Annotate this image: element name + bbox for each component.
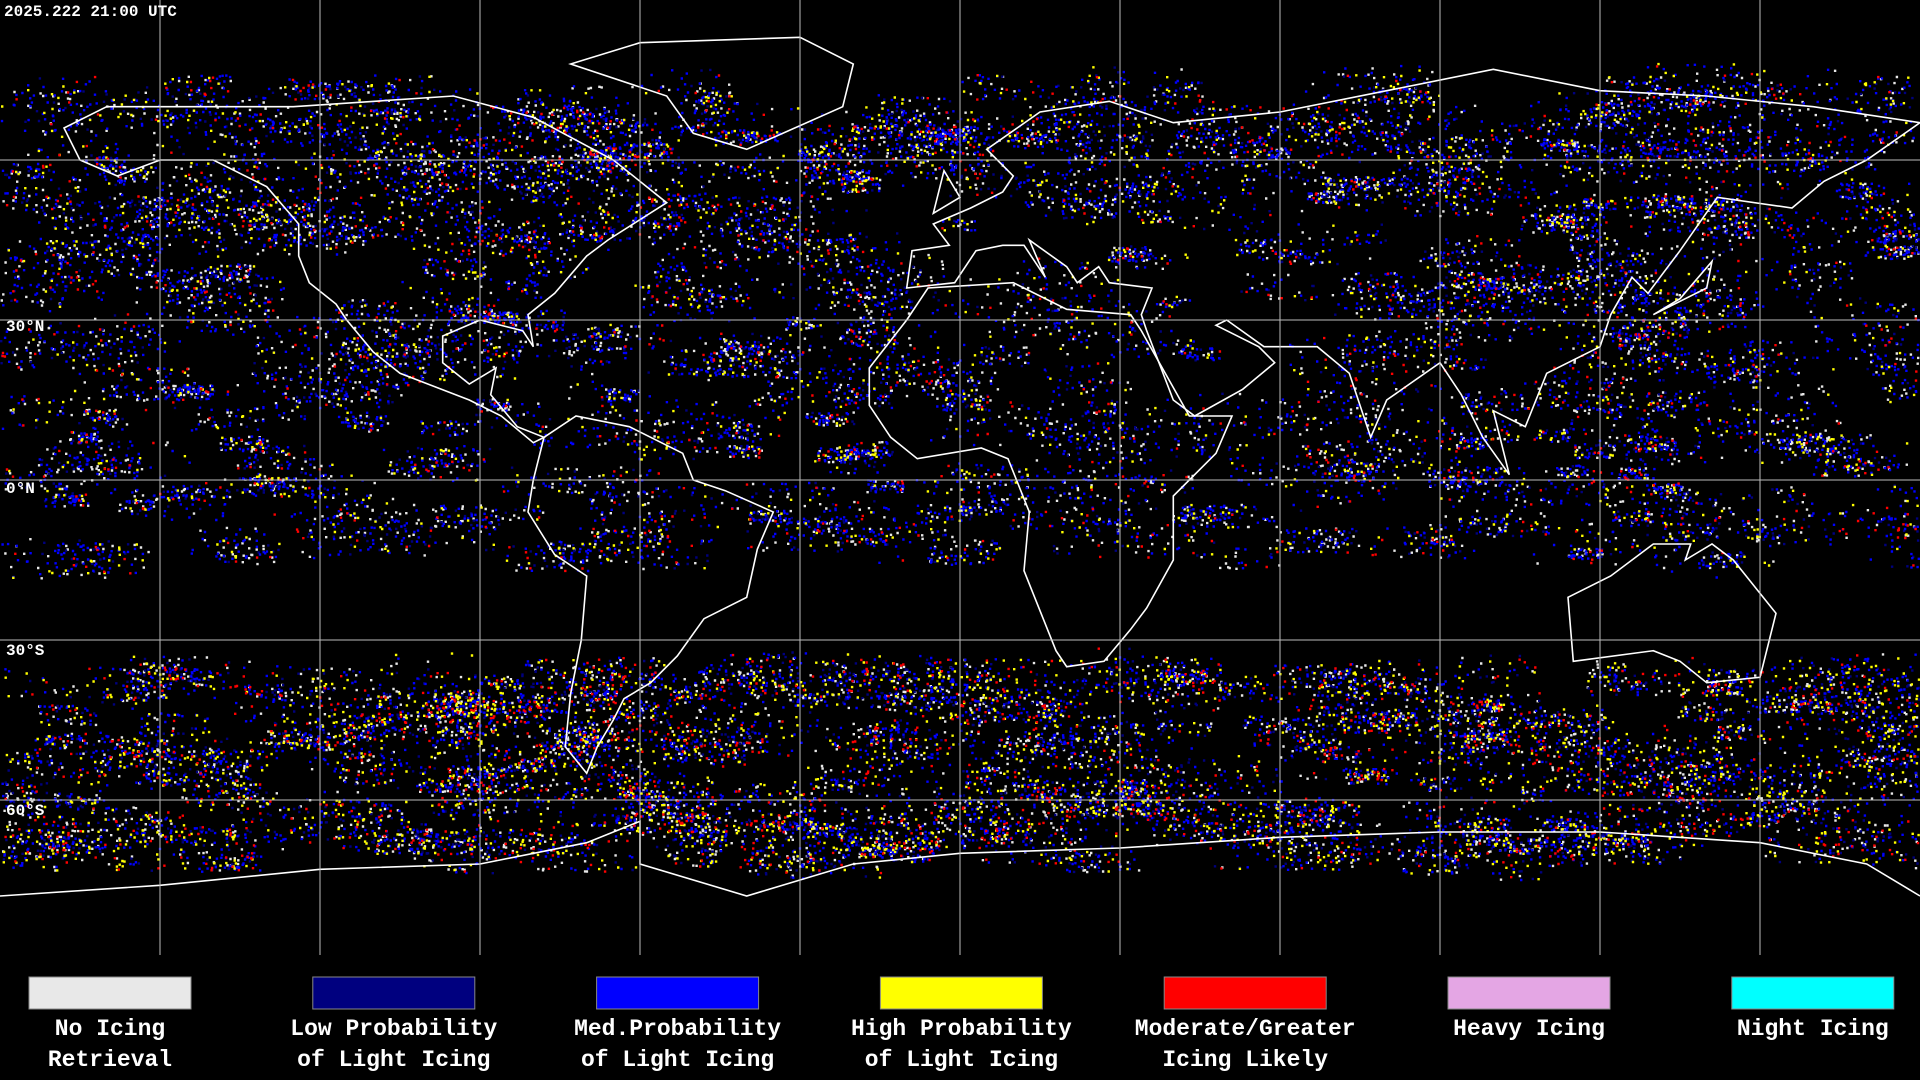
legend-label: of Light Icing <box>865 1047 1058 1073</box>
coastline <box>527 415 775 775</box>
legend-swatch <box>1447 976 1611 1010</box>
coastline <box>932 168 962 215</box>
coastline <box>62 95 669 444</box>
legend-swatch <box>879 976 1043 1010</box>
lat-label: 30°S <box>6 642 45 660</box>
legend-label: of Light Icing <box>581 1047 774 1073</box>
coastline <box>0 820 1920 897</box>
lat-labels: 30°N 0°N 30°S 60°S <box>6 318 45 820</box>
legend-swatch <box>28 976 192 1010</box>
legend-swatch <box>1163 976 1327 1010</box>
coastline <box>905 68 1920 476</box>
legend-label: Night Icing <box>1737 1016 1889 1042</box>
legend-swatch <box>312 976 476 1010</box>
legend-label: No Icing <box>55 1016 165 1042</box>
legend-label: Retrieval <box>48 1047 172 1073</box>
coastline <box>568 36 855 151</box>
legend-label: Moderate/Greater <box>1135 1016 1356 1042</box>
legend-swatch <box>596 976 760 1010</box>
timestamp: 2025.222 21:00 UTC <box>4 3 177 21</box>
legend-swatch <box>1731 976 1895 1010</box>
legend-label: High Probability <box>851 1016 1072 1042</box>
lat-label: 0°N <box>6 480 35 498</box>
coastline <box>868 281 1234 668</box>
legend-label: Low Probability <box>290 1016 497 1042</box>
legend: No Icing Retrieval Low Probability of Light… <box>28 976 1895 1073</box>
graticule <box>0 0 1920 955</box>
coastline <box>1652 258 1714 316</box>
legend-label: Heavy Icing <box>1453 1016 1605 1042</box>
coastlines <box>0 36 1920 897</box>
lat-label: 30°N <box>6 318 44 336</box>
legend-label: Med.Probability <box>574 1016 781 1042</box>
lat-label: 60°S <box>6 802 45 820</box>
coastline <box>1567 543 1777 684</box>
legend-label: of Light Icing <box>297 1047 490 1073</box>
legend-label: Icing Likely <box>1162 1047 1328 1073</box>
